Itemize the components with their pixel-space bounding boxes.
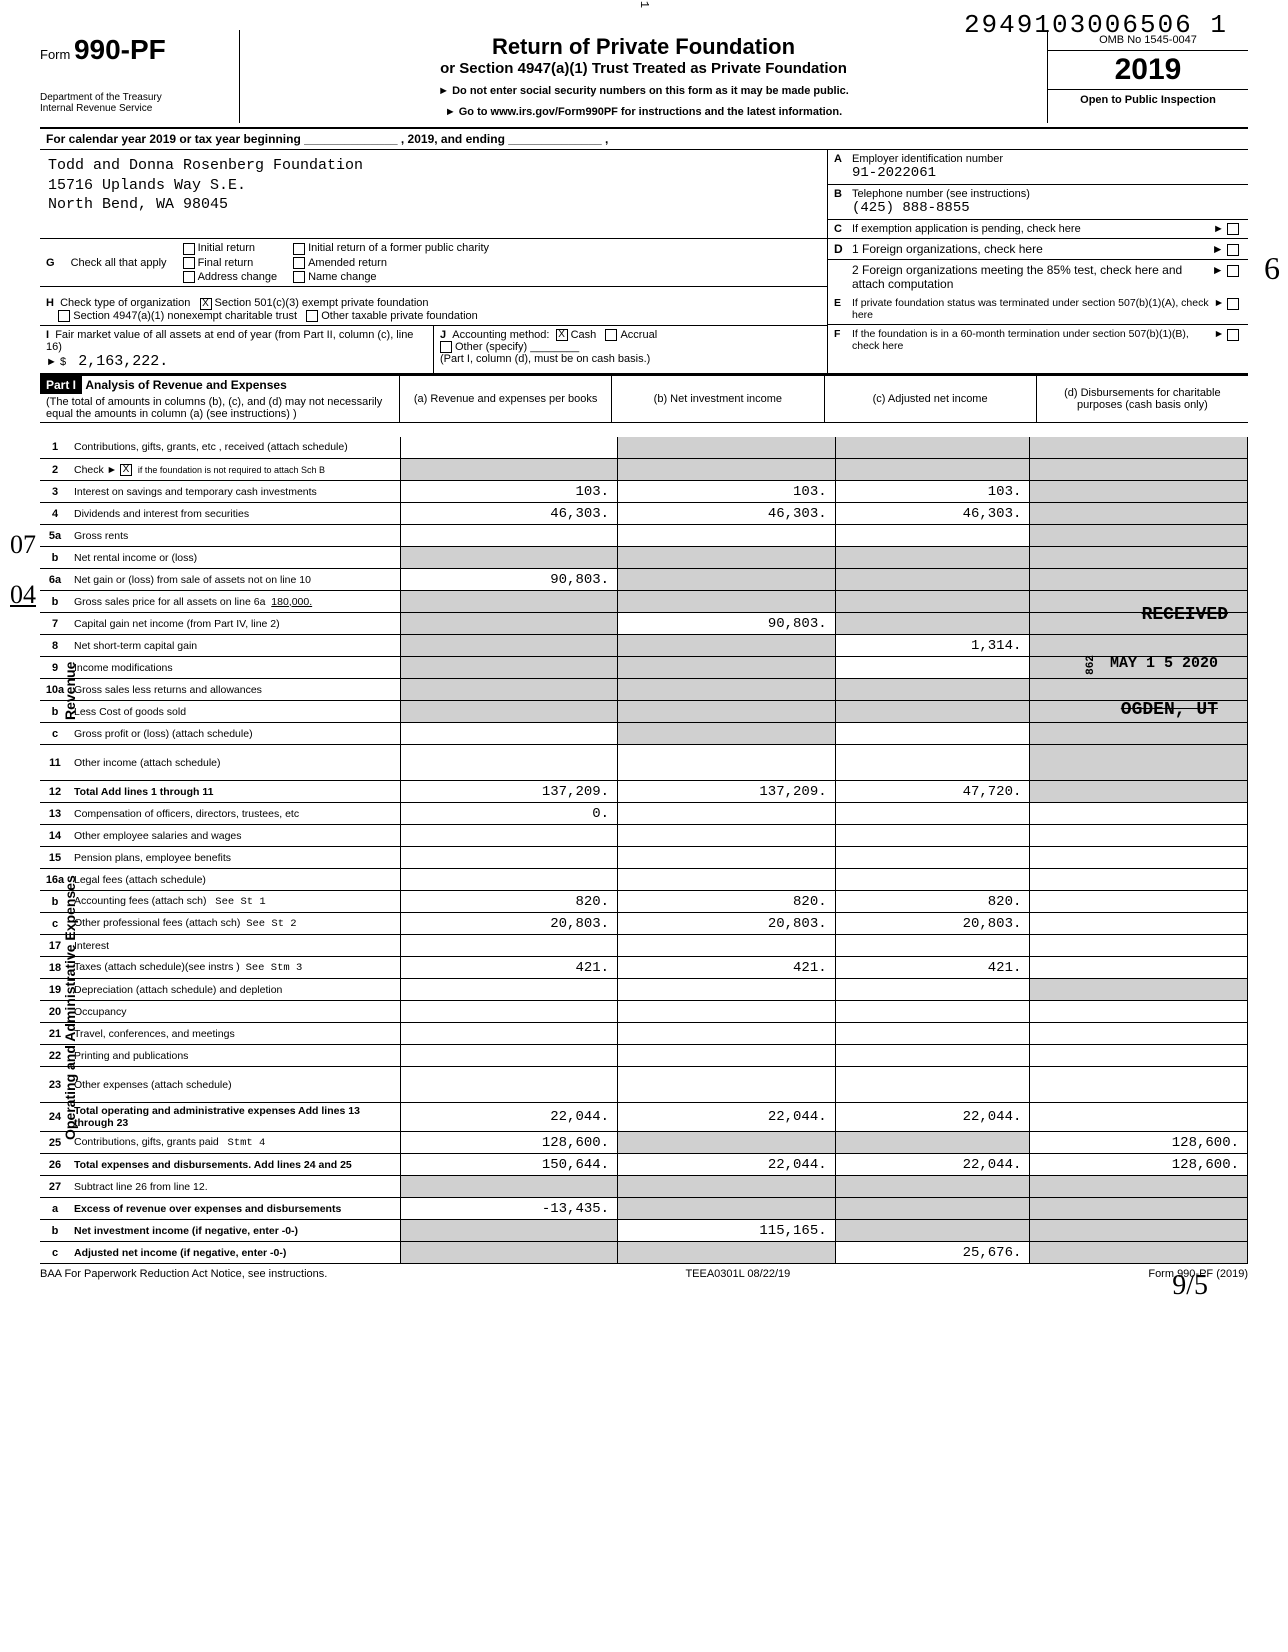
box-d-label: D [834, 242, 852, 256]
box-f-label: F [834, 328, 852, 352]
h-501c3-checkbox[interactable]: X [200, 298, 212, 310]
revenue-side-label: Revenue [62, 662, 78, 720]
box-d2-checkbox[interactable] [1227, 265, 1239, 277]
box-d1-checkbox[interactable] [1227, 244, 1239, 256]
part1-title: Analysis of Revenue and Expenses [85, 378, 286, 392]
expenses-side-label: Operating and Administrative Expenses [62, 875, 78, 1140]
part1-note: (The total of amounts in columns (b), (c… [40, 394, 399, 422]
box-d1-text: 1 Foreign organizations, check here [852, 242, 1212, 256]
page-footer: BAA For Paperwork Reduction Act Notice, … [40, 1264, 1248, 1280]
j-accrual-checkbox[interactable] [605, 329, 617, 341]
phone-value: (425) 888-8855 [852, 200, 1242, 216]
j-other-checkbox[interactable] [440, 341, 452, 353]
h-other-checkbox[interactable] [306, 310, 318, 322]
phone-label: Telephone number (see instructions) [852, 188, 1242, 200]
box-b-label: B [834, 188, 852, 216]
box-f-checkbox[interactable] [1227, 329, 1239, 341]
handwritten-6: 6 [1264, 250, 1280, 287]
form-number: Form 990-PF [40, 34, 231, 66]
dln-number: 2949103006506 1 [964, 10, 1228, 40]
handwritten-07: 07 [10, 530, 36, 560]
received-date-stamp: 862 MAY 1 5 2020 [1081, 655, 1218, 672]
h-4947-checkbox[interactable] [58, 310, 70, 322]
g-address-change-checkbox[interactable] [183, 271, 195, 283]
received-stamp: RECEIVED [1142, 605, 1228, 625]
g-amended-checkbox[interactable] [293, 257, 305, 269]
row-g: G Check all that apply Initial return Fi… [40, 239, 827, 286]
dept-treasury: Department of the Treasury Internal Reve… [40, 92, 231, 114]
org-address: Todd and Donna Rosenberg Foundation 1571… [40, 150, 828, 238]
col-d-header: (d) Disbursements for charitable purpose… [1037, 376, 1248, 422]
fmv-value: 2,163,222. [78, 353, 168, 370]
ein-value: 91-2022061 [852, 165, 1242, 181]
part1-label: Part I [40, 376, 82, 394]
box-e-text: If private foundation status was termina… [852, 297, 1214, 321]
box-d2-text: 2 Foreign organizations meeting the 85% … [852, 263, 1212, 291]
box-f-text: If the foundation is in a 60-month termi… [852, 328, 1214, 352]
box-a-label: A [834, 153, 852, 181]
j-cash-checkbox[interactable]: X [556, 329, 568, 341]
g-initial-former-checkbox[interactable] [293, 243, 305, 255]
g-initial-return-checkbox[interactable] [183, 243, 195, 255]
tax-year: 2019 [1048, 51, 1248, 90]
ein-label: Employer identification number [852, 153, 1242, 165]
col-a-header: (a) Revenue and expenses per books [400, 376, 612, 422]
box-c-checkbox[interactable] [1227, 223, 1239, 235]
box-c-label: C [834, 223, 852, 235]
col-c-header: (c) Adjusted net income [825, 376, 1037, 422]
box-e-checkbox[interactable] [1227, 298, 1239, 310]
box-e-label: E [834, 297, 852, 321]
box-c-text: If exemption application is pending, che… [852, 223, 1213, 235]
g-name-change-checkbox[interactable] [293, 271, 305, 283]
scanned-stamp: SCANNED APR 2 3 2021 [637, 0, 651, 1034]
ogden-stamp: OGDEN, UT [1121, 700, 1218, 720]
l2-checkbox[interactable]: X [120, 464, 132, 476]
handwritten-04: 04 [10, 580, 36, 610]
g-final-return-checkbox[interactable] [183, 257, 195, 269]
handwritten-signature: 9/5 [1172, 1270, 1208, 1302]
footer-left: BAA For Paperwork Reduction Act Notice, … [40, 1268, 327, 1280]
footer-mid: TEEA0301L 08/22/19 [685, 1268, 790, 1280]
open-inspection: Open to Public Inspection [1048, 90, 1248, 110]
